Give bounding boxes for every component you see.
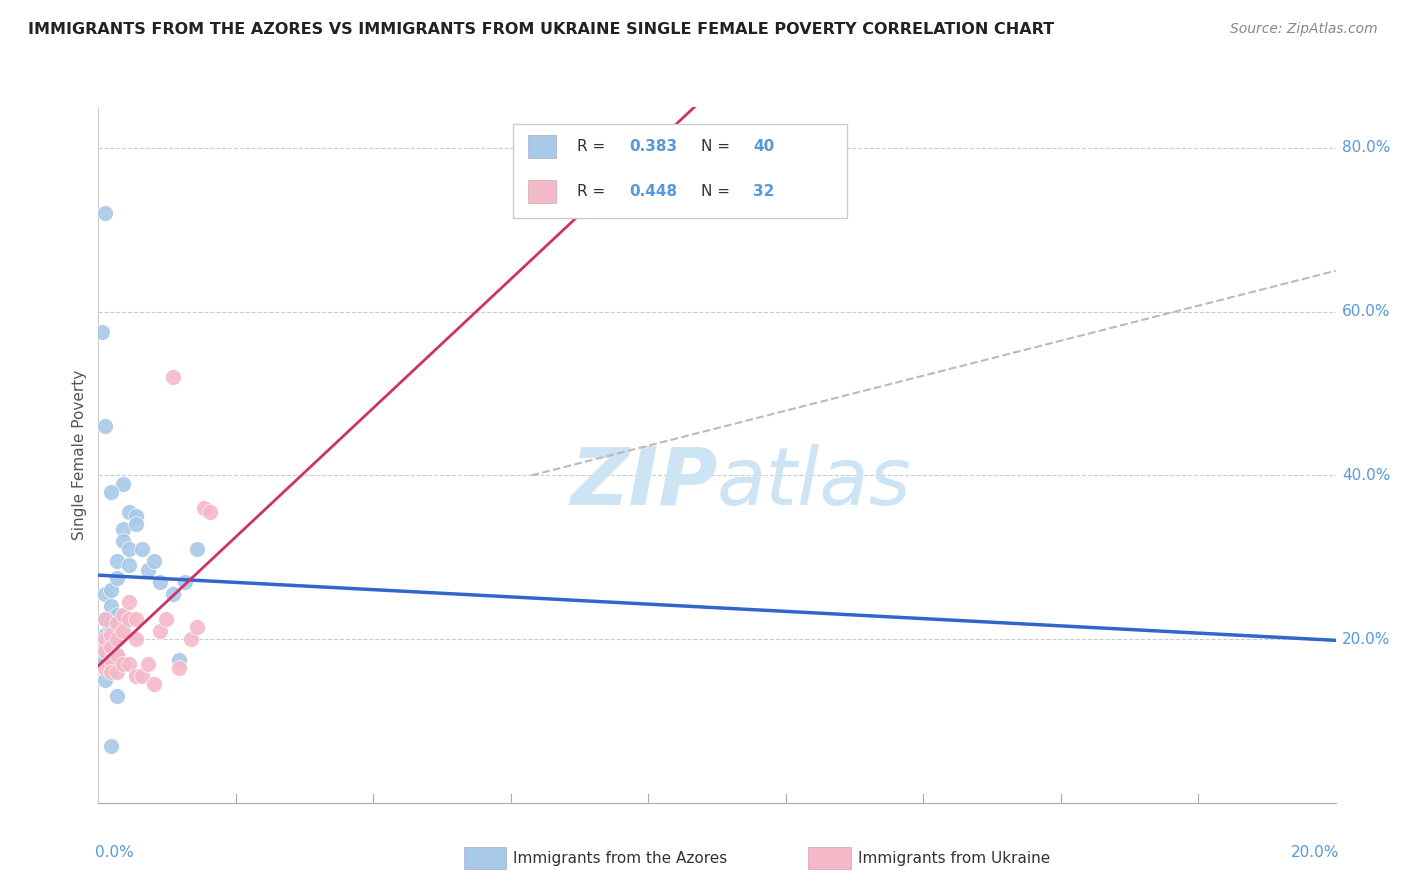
Point (124, 632, 146, 646)
Point (124, 612, 146, 626)
Point (93, 419, 115, 434)
Point (136, 657, 159, 671)
Point (90, 325, 112, 339)
Point (100, 661, 122, 675)
Point (112, 607, 135, 622)
Point (118, 505, 141, 519)
Text: N =: N = (702, 184, 735, 199)
Point (186, 620, 208, 634)
Point (105, 554, 128, 568)
Point (162, 370, 184, 384)
Point (93, 587, 115, 601)
Point (100, 628, 122, 642)
Text: Source: ZipAtlas.com: Source: ZipAtlas.com (1230, 22, 1378, 37)
Point (180, 632, 202, 646)
Point (100, 582, 122, 597)
Point (93, 628, 115, 642)
Point (100, 599, 122, 614)
Point (105, 632, 128, 646)
Text: 40.0%: 40.0% (1341, 468, 1391, 483)
Point (93, 612, 115, 626)
Point (112, 533, 135, 548)
Point (93, 673, 115, 687)
Point (193, 501, 215, 516)
Text: R =: R = (578, 139, 610, 153)
Text: IMMIGRANTS FROM THE AZORES VS IMMIGRANTS FROM UKRAINE SINGLE FEMALE POVERTY CORR: IMMIGRANTS FROM THE AZORES VS IMMIGRANTS… (28, 22, 1054, 37)
Point (105, 690, 128, 704)
Point (198, 505, 221, 519)
Point (93, 640, 115, 655)
Point (100, 739, 122, 753)
Text: 0.383: 0.383 (630, 139, 678, 153)
Point (105, 571, 128, 585)
Point (112, 476, 135, 491)
Point (93, 206, 115, 220)
Point (167, 652, 190, 666)
Point (93, 632, 115, 646)
Point (100, 484, 122, 499)
Point (100, 652, 122, 666)
Point (124, 669, 146, 683)
Point (112, 624, 135, 638)
Point (105, 607, 128, 622)
Point (100, 615, 122, 630)
Point (105, 632, 128, 646)
Point (124, 509, 146, 524)
Point (105, 665, 128, 679)
Point (93, 644, 115, 658)
Text: 60.0%: 60.0% (1341, 304, 1391, 319)
Text: 80.0%: 80.0% (1341, 140, 1391, 155)
Text: 20.0%: 20.0% (1341, 632, 1391, 647)
Point (174, 574, 197, 589)
Point (93, 661, 115, 675)
Point (143, 677, 166, 691)
Point (186, 542, 208, 557)
Point (143, 554, 166, 568)
FancyBboxPatch shape (513, 124, 846, 219)
Point (100, 624, 122, 638)
Point (118, 558, 141, 573)
Point (149, 574, 172, 589)
Text: Immigrants from Ukraine: Immigrants from Ukraine (858, 851, 1050, 865)
Point (105, 648, 128, 663)
Point (136, 562, 159, 576)
Text: ZIP: ZIP (569, 443, 717, 522)
Text: 20.0%: 20.0% (1291, 845, 1340, 860)
Text: 40: 40 (754, 139, 775, 153)
Point (131, 542, 153, 557)
Point (93, 612, 115, 626)
Text: Immigrants from the Azores: Immigrants from the Azores (513, 851, 727, 865)
Text: 0.0%: 0.0% (94, 845, 134, 860)
Point (155, 612, 177, 626)
Y-axis label: Single Female Poverty: Single Female Poverty (72, 370, 87, 540)
Point (100, 665, 122, 679)
Point (112, 657, 135, 671)
Point (105, 648, 128, 663)
Text: 0.448: 0.448 (630, 184, 678, 199)
Point (100, 632, 122, 646)
Point (118, 542, 141, 557)
Text: R =: R = (578, 184, 610, 199)
Text: 32: 32 (754, 184, 775, 199)
Point (118, 612, 141, 626)
Point (149, 624, 172, 638)
Text: atlas: atlas (717, 443, 912, 522)
Point (100, 640, 122, 655)
FancyBboxPatch shape (527, 180, 557, 203)
Point (118, 657, 141, 671)
Point (100, 644, 122, 658)
Point (167, 661, 190, 675)
Point (118, 595, 141, 609)
Point (112, 522, 135, 536)
Text: N =: N = (702, 139, 735, 153)
Point (131, 669, 153, 683)
Point (162, 587, 184, 601)
Point (93, 652, 115, 666)
Point (105, 615, 128, 630)
Point (124, 517, 146, 532)
FancyBboxPatch shape (527, 135, 557, 158)
